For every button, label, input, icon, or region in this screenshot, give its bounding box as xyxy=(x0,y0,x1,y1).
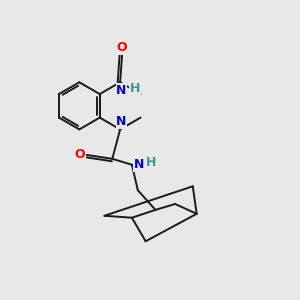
Text: N: N xyxy=(116,84,127,97)
Text: N: N xyxy=(116,115,127,128)
Text: O: O xyxy=(117,41,128,54)
Text: H: H xyxy=(146,156,157,169)
Text: H: H xyxy=(130,82,140,95)
Text: O: O xyxy=(75,148,85,161)
Text: N: N xyxy=(134,158,144,171)
